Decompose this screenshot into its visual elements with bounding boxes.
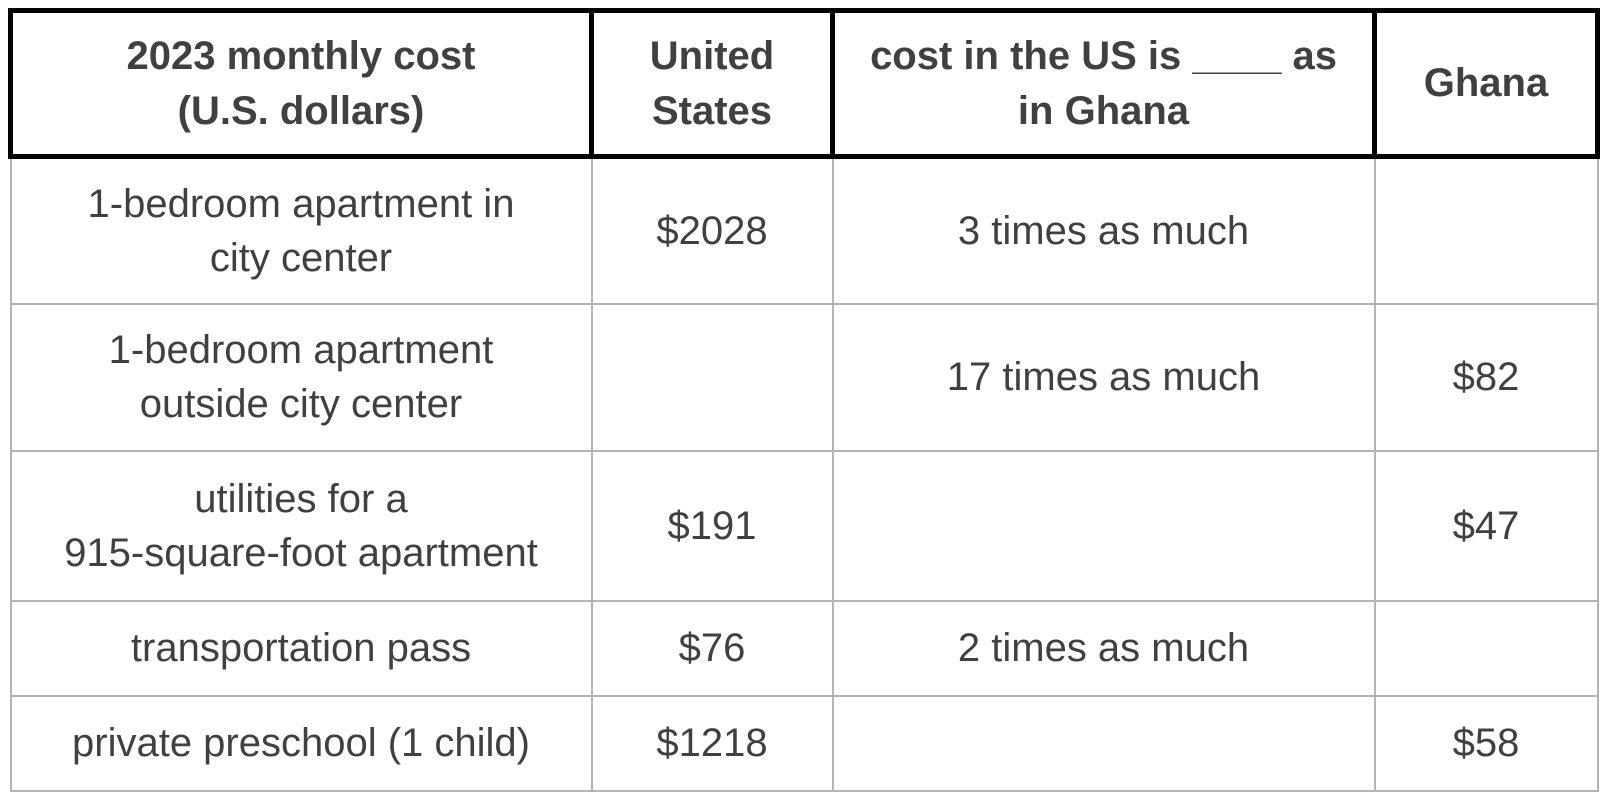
item-cell: 1-bedroom apartment in city center	[9, 155, 593, 305]
us-cost-cell: $191	[590, 449, 834, 602]
header-row: 2023 monthly cost (U.S. dollars) United …	[8, 8, 1600, 159]
ratio-cell: 2 times as much	[831, 599, 1376, 697]
table-row: 1-bedroom apartment outside city center …	[9, 302, 1599, 452]
item-cell: utilities for a 915-square-foot apartmen…	[9, 449, 593, 602]
col-header-ratio: cost in the US is ____ as in Ghana	[830, 8, 1377, 159]
table-header: 2023 monthly cost (U.S. dollars) United …	[8, 8, 1600, 159]
us-cost-cell: $76	[590, 599, 834, 697]
us-cost-cell: $2028	[590, 155, 834, 305]
item-cell: 1-bedroom apartment outside city center	[9, 302, 593, 452]
ratio-cell: 17 times as much	[831, 302, 1376, 452]
ghana-cost-cell: $47	[1373, 449, 1599, 602]
ratio-cell: 3 times as much	[831, 155, 1376, 305]
ghana-cost-cell: $82	[1373, 302, 1599, 452]
table-row: transportation pass $76 2 times as much	[9, 599, 1599, 697]
us-cost-cell: $1218	[590, 694, 834, 792]
table-row: utilities for a 915-square-foot apartmen…	[9, 449, 1599, 602]
ghana-cost-cell: $58	[1373, 694, 1599, 792]
table-row: 1-bedroom apartment in city center $2028…	[9, 155, 1599, 305]
item-cell: private preschool (1 child)	[9, 694, 593, 792]
table-body: 1-bedroom apartment in city center $2028…	[9, 155, 1599, 792]
ghana-cost-cell	[1373, 599, 1599, 697]
col-header-united-states: United States	[589, 8, 835, 159]
cost-comparison-table: 2023 monthly cost (U.S. dollars) United …	[8, 8, 1600, 792]
item-cell: transportation pass	[9, 599, 593, 697]
ghana-cost-cell	[1373, 155, 1599, 305]
us-cost-cell	[590, 302, 834, 452]
ratio-cell	[831, 449, 1376, 602]
col-header-item: 2023 monthly cost (U.S. dollars)	[8, 8, 594, 159]
col-header-ghana: Ghana	[1372, 8, 1600, 159]
ratio-cell	[831, 694, 1376, 792]
table-row: private preschool (1 child) $1218 $58	[9, 694, 1599, 792]
